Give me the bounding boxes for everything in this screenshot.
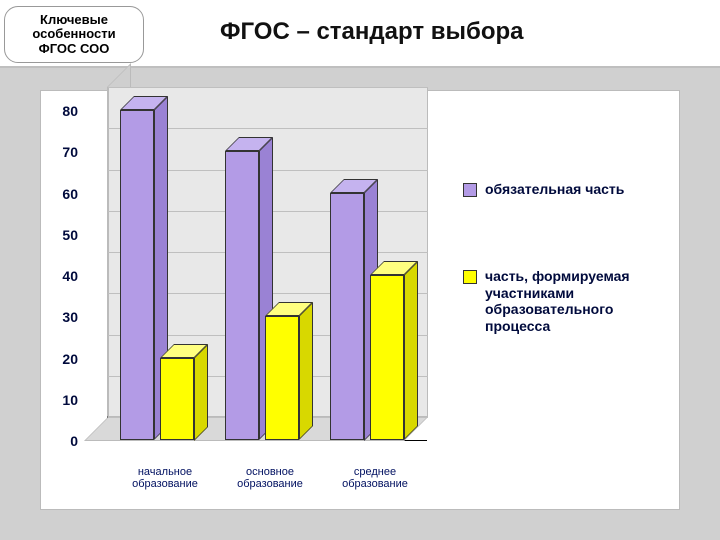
chart-gridline: [108, 87, 428, 88]
legend-swatch: [463, 183, 477, 197]
bar: [225, 151, 259, 440]
chart-legend: обязательная часть часть, формируемая уча…: [463, 181, 663, 405]
bar-front: [370, 275, 404, 440]
y-tick-label: 50: [62, 227, 78, 243]
badge-line: особенности: [9, 27, 139, 41]
y-tick-label: 80: [62, 103, 78, 119]
badge-line: Ключевые: [9, 13, 139, 27]
bar-front: [120, 110, 154, 440]
legend-item: часть, формируемая участниками образоват…: [463, 268, 663, 335]
x-category-label: среднееобразование: [325, 466, 425, 490]
y-tick-label: 70: [62, 144, 78, 160]
bar-front: [225, 151, 259, 440]
slide-title: ФГОС – стандарт выбора: [220, 18, 524, 46]
header-badge: Ключевые особенности ФГОС СОО: [4, 6, 144, 63]
legend-swatch: [463, 270, 477, 284]
x-category-label: основноеобразование: [220, 466, 320, 490]
y-tick-label: 40: [62, 268, 78, 284]
bar-front: [330, 193, 364, 441]
chart-container: 0 10 20 30 40 50 60 70 80 начальноеобразованиеосн…: [40, 90, 680, 510]
x-category-label: начальноеобразование: [115, 466, 215, 490]
bar: [265, 316, 299, 440]
bar-front: [265, 316, 299, 440]
y-tick-label: 0: [70, 433, 78, 449]
bar-side: [404, 261, 418, 440]
y-tick-label: 30: [62, 309, 78, 325]
chart-plot-area: 01020304050607080начальноеобразованиеосн…: [107, 111, 427, 441]
legend-label: часть, формируемая участниками образоват…: [485, 268, 663, 335]
bar-side: [194, 344, 208, 441]
y-tick-label: 10: [62, 392, 78, 408]
y-tick-label: 60: [62, 186, 78, 202]
bar: [370, 275, 404, 440]
badge-line: ФГОС СОО: [9, 42, 139, 56]
bar-side: [299, 302, 313, 440]
bar-front: [160, 358, 194, 441]
y-tick-label: 20: [62, 351, 78, 367]
legend-item: обязательная часть: [463, 181, 663, 198]
bar: [160, 358, 194, 441]
legend-label: обязательная часть: [485, 181, 624, 198]
slide-header: Ключевые особенности ФГОС СОО ФГОС – ста…: [0, 0, 720, 68]
bar: [120, 110, 154, 440]
bar: [330, 193, 364, 441]
